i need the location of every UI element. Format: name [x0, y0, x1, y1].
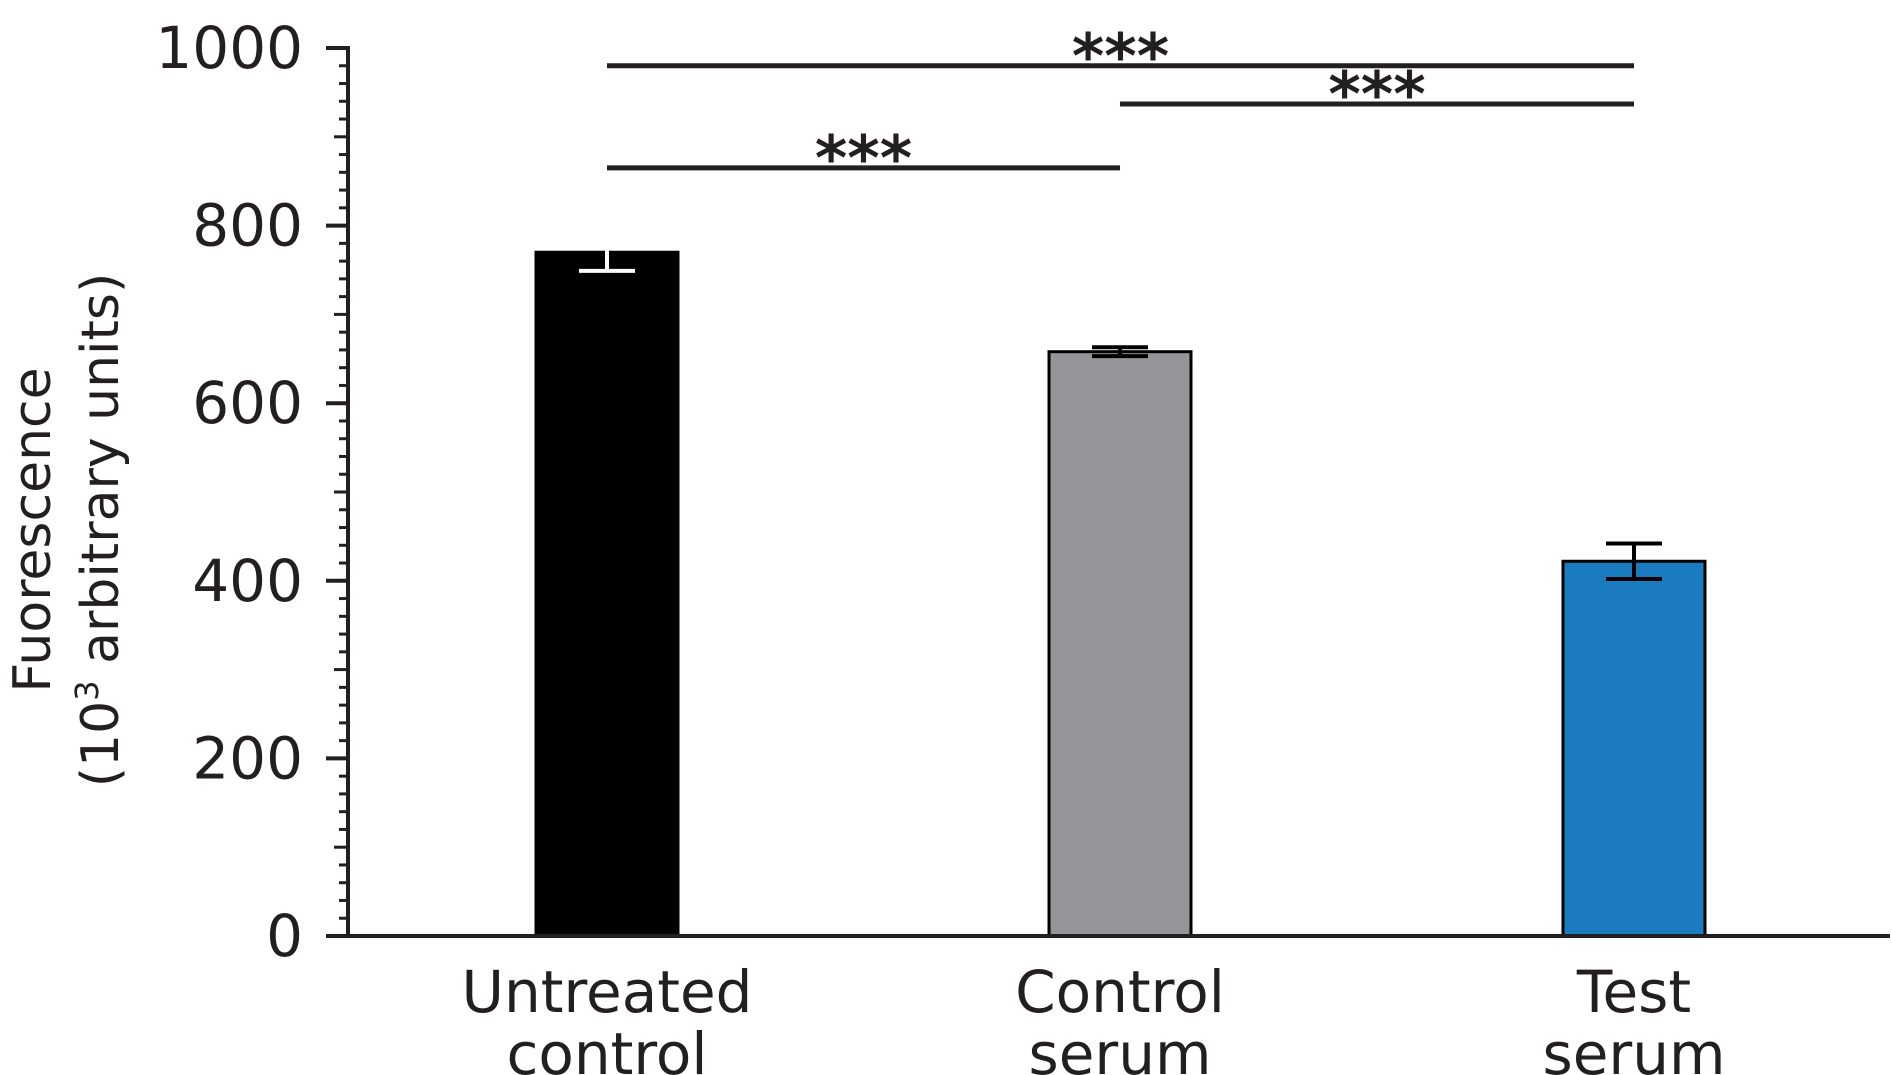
error-bar [579, 231, 635, 273]
y-tick-label: 0 [266, 902, 303, 970]
y-tick-label: 200 [192, 724, 303, 792]
significance-stars: *** [815, 122, 912, 195]
axes [346, 46, 1890, 938]
y-axis-title-superscript: 3 [68, 680, 106, 700]
y-axis-title-line2: (103 arbitrary units) [68, 273, 131, 788]
bars [534, 250, 1707, 938]
x-category-label-line: Test [1576, 958, 1691, 1026]
x-category-label-line: Control [1015, 958, 1225, 1026]
x-category-label: Untreated control [462, 958, 753, 1075]
x-category-label-line: serum [1028, 1020, 1211, 1075]
y-tick-label: 600 [192, 369, 303, 437]
y-axis-title-prefix: (10 [71, 701, 131, 787]
y-axis-title: Fuorescence (103 arbitrary units) [3, 273, 131, 788]
error-bar [1092, 345, 1148, 359]
y-tick-label: 1000 [155, 14, 303, 82]
error-bars [579, 231, 1662, 582]
significance-bracket: *** [607, 20, 1634, 93]
x-category-label-line: Untreated [462, 958, 753, 1026]
bar [534, 250, 680, 938]
bar [1561, 559, 1707, 938]
x-category-label-line: control [506, 1020, 707, 1075]
significance-bracket: *** [1120, 58, 1634, 131]
y-axis-title-suffix: arbitrary units) [71, 273, 131, 681]
error-bar [1606, 541, 1662, 582]
x-category-label: Test serum [1542, 958, 1725, 1075]
significance-stars: *** [1072, 20, 1169, 93]
y-tick-label: 400 [192, 547, 303, 615]
bar [1047, 350, 1193, 938]
y-axis-ticks: 0 200 400 600 800 1000 [155, 14, 348, 970]
significance-brackets: *** *** *** [607, 20, 1634, 195]
significance-stars: *** [1328, 58, 1425, 131]
significance-bracket: *** [607, 122, 1120, 195]
y-tick-label: 800 [192, 192, 303, 260]
x-category-label: Control serum [1015, 958, 1225, 1075]
y-axis-title-line1: Fuorescence [3, 367, 63, 692]
x-category-label-line: serum [1542, 1020, 1725, 1075]
